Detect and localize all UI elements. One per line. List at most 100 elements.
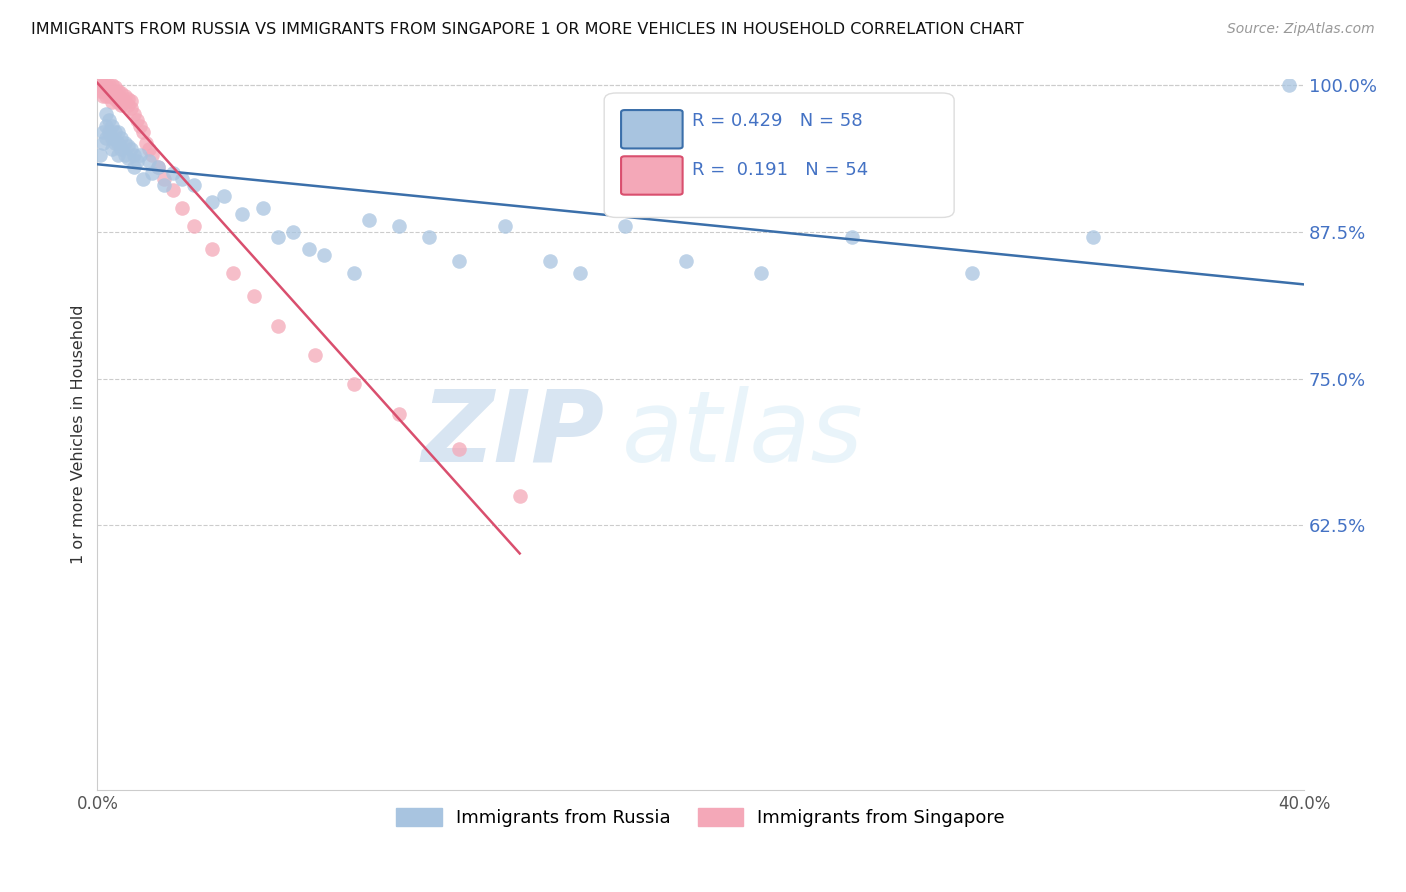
Y-axis label: 1 or more Vehicles in Household: 1 or more Vehicles in Household <box>72 304 86 564</box>
Point <box>131 125 153 139</box>
Point <box>749 266 772 280</box>
Point <box>104 92 127 106</box>
Point <box>125 154 148 169</box>
Point <box>449 254 471 268</box>
FancyBboxPatch shape <box>621 110 683 148</box>
Text: Source: ZipAtlas.com: Source: ZipAtlas.com <box>1227 22 1375 37</box>
Point <box>107 83 129 97</box>
Point <box>509 489 531 503</box>
Point <box>93 89 115 103</box>
Point <box>104 86 127 100</box>
Point <box>98 125 121 139</box>
Point <box>93 136 115 151</box>
Point <box>138 154 160 169</box>
Point <box>152 171 174 186</box>
Text: IMMIGRANTS FROM RUSSIA VS IMMIGRANTS FROM SINGAPORE 1 OR MORE VEHICLES IN HOUSEH: IMMIGRANTS FROM RUSSIA VS IMMIGRANTS FRO… <box>31 22 1024 37</box>
Point <box>267 318 290 333</box>
Point <box>388 407 411 421</box>
Point <box>110 142 132 156</box>
Point <box>122 148 145 162</box>
Point <box>107 89 129 103</box>
Point <box>494 219 516 233</box>
Text: atlas: atlas <box>623 386 863 483</box>
Point <box>101 83 124 97</box>
Point <box>104 136 127 151</box>
Point <box>183 178 205 192</box>
FancyBboxPatch shape <box>605 93 955 218</box>
Point <box>96 89 118 103</box>
Point <box>122 107 145 121</box>
Point <box>110 130 132 145</box>
Legend: Immigrants from Russia, Immigrants from Singapore: Immigrants from Russia, Immigrants from … <box>389 800 1012 834</box>
FancyBboxPatch shape <box>621 156 683 194</box>
Point <box>614 219 637 233</box>
Point <box>243 289 266 303</box>
Point <box>98 83 121 97</box>
Point <box>101 119 124 133</box>
Point <box>162 166 184 180</box>
Point <box>120 94 142 108</box>
Point <box>146 160 169 174</box>
Point <box>312 248 335 262</box>
Text: R =  0.191   N = 54: R = 0.191 N = 54 <box>692 161 869 178</box>
Point <box>104 80 127 95</box>
Point <box>101 95 124 110</box>
Point <box>101 142 124 156</box>
Point <box>343 377 366 392</box>
Point <box>304 348 326 362</box>
Point <box>101 130 124 145</box>
Point <box>122 160 145 174</box>
Point <box>107 95 129 110</box>
Point <box>114 136 136 151</box>
Point <box>343 266 366 280</box>
Point <box>120 101 142 115</box>
Point <box>114 95 136 110</box>
Point <box>89 148 111 162</box>
Point <box>107 125 129 139</box>
Point <box>183 219 205 233</box>
Point <box>110 86 132 100</box>
Text: ZIP: ZIP <box>422 386 605 483</box>
Point <box>135 136 157 151</box>
Point <box>117 138 139 153</box>
Point <box>98 112 121 127</box>
Point <box>96 107 118 121</box>
Point <box>146 160 169 174</box>
Point <box>141 148 163 162</box>
Point <box>101 78 124 92</box>
Point <box>538 254 561 268</box>
Point <box>117 151 139 165</box>
Point <box>93 78 115 92</box>
Point <box>357 212 380 227</box>
Point <box>960 266 983 280</box>
Point <box>418 230 440 244</box>
Point <box>569 266 592 280</box>
Point <box>114 148 136 162</box>
Point <box>141 166 163 180</box>
Point <box>89 83 111 97</box>
Point <box>152 178 174 192</box>
Point <box>222 266 245 280</box>
Point <box>162 183 184 197</box>
Point <box>201 242 224 256</box>
Point <box>252 201 274 215</box>
Point <box>98 78 121 92</box>
Point <box>107 136 129 151</box>
Point <box>125 112 148 127</box>
Point <box>297 242 319 256</box>
Point <box>388 219 411 233</box>
Point <box>117 97 139 112</box>
Point <box>449 442 471 456</box>
Point <box>170 201 193 215</box>
Point <box>89 78 111 92</box>
Point <box>267 230 290 244</box>
Point <box>93 78 115 92</box>
Point <box>101 89 124 103</box>
Point <box>201 195 224 210</box>
Point <box>283 225 305 239</box>
Point <box>128 119 150 133</box>
Point <box>98 89 121 103</box>
Point <box>96 119 118 133</box>
Point <box>96 83 118 97</box>
Point <box>89 78 111 92</box>
